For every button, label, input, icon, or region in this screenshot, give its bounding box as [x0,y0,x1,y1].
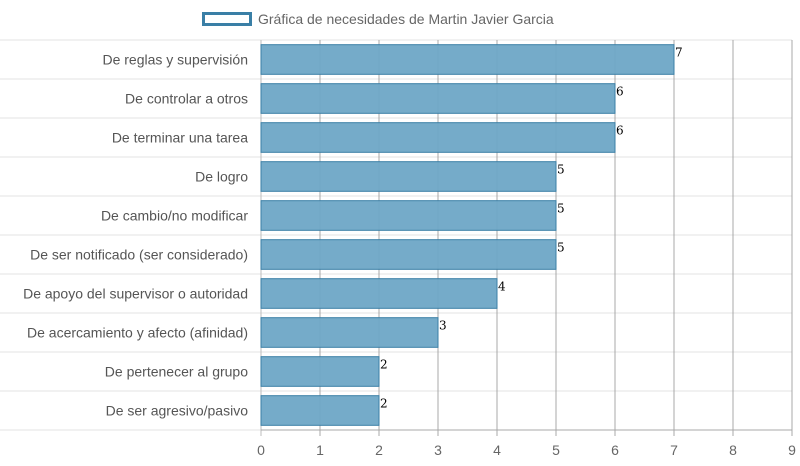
data-label: 4 [498,280,506,294]
category-label: De cambio/no modificar [101,208,248,224]
x-tick-label: 1 [316,442,324,458]
x-tick-label: 0 [257,442,265,458]
category-label: De ser agresivo/pasivo [106,403,249,419]
chart-legend[interactable]: Gráfica de necesidades de Martin Javier … [202,8,554,30]
category-label: De apoyo del supervisor o autoridad [23,286,248,302]
category-label: De ser notificado (ser considerado) [30,247,248,263]
category-label: De logro [195,169,248,185]
bar-7[interactable] [260,278,498,309]
bar-6[interactable] [260,239,557,270]
bar-3[interactable] [260,122,616,153]
bar-2[interactable] [260,83,616,114]
x-tick-label: 6 [611,442,619,458]
legend-swatch [202,12,252,26]
data-label: 5 [557,163,565,177]
bar-10[interactable] [260,395,380,426]
bar-1[interactable] [260,44,675,75]
category-label: De acercamiento y afecto (afinidad) [27,325,248,341]
x-tick-label: 4 [493,442,501,458]
x-tick-label: 9 [788,442,796,458]
category-label: De pertenecer al grupo [105,364,248,380]
category-label: De controlar a otros [125,91,248,107]
bar-5[interactable] [260,200,557,231]
x-tick-label: 7 [670,442,678,458]
x-tick-label: 8 [729,442,737,458]
category-label: De reglas y supervisión [102,52,248,68]
bar-9[interactable] [260,356,380,387]
data-label: 5 [557,202,565,216]
data-label: 2 [380,397,388,411]
x-tick-label: 5 [552,442,560,458]
category-label: De terminar una tarea [112,130,248,146]
legend-label: Gráfica de necesidades de Martin Javier … [258,11,554,27]
x-tick-label: 2 [375,442,383,458]
data-label: 6 [616,85,624,99]
data-label: 3 [439,319,447,333]
x-tick-label: 3 [434,442,442,458]
bar-8[interactable] [260,317,439,348]
data-label: 5 [557,241,565,255]
data-label: 6 [616,124,624,138]
bar-4[interactable] [260,161,557,192]
data-label: 7 [675,46,683,60]
data-label: 2 [380,358,388,372]
